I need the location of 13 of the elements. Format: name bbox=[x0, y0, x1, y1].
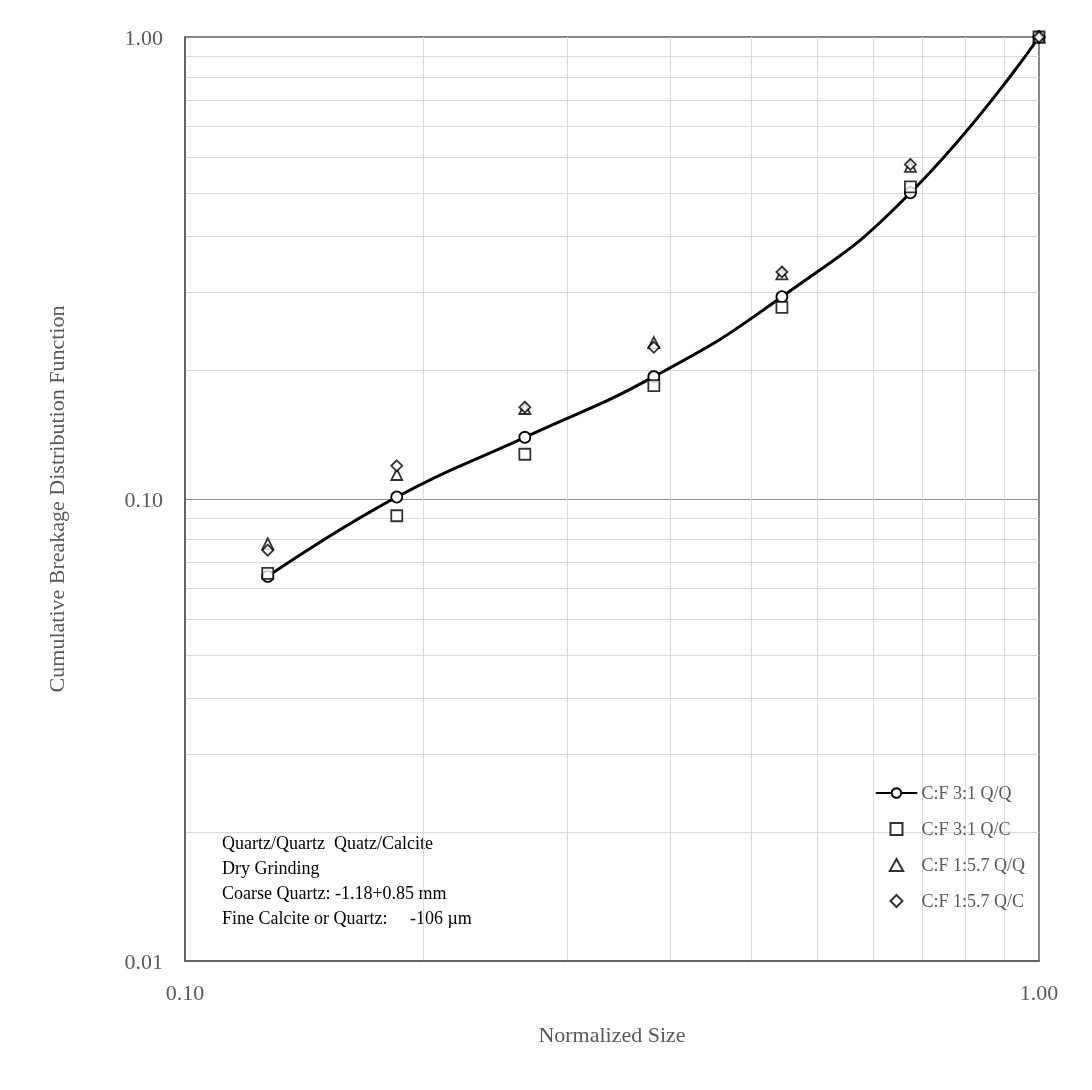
annotation: Dry Grinding bbox=[222, 858, 320, 878]
legend-label: C:F 3:1 Q/Q bbox=[921, 783, 1012, 803]
legend-label: C:F 1:5.7 Q/C bbox=[921, 891, 1025, 911]
annotation: Coarse Quartz: -1.18+0.85 mm bbox=[222, 883, 447, 903]
annotation: Fine Calcite or Quartz: -106 µm bbox=[222, 908, 472, 928]
y-tick-label: 1.00 bbox=[124, 24, 163, 50]
y-tick-label: 0.01 bbox=[124, 948, 163, 974]
y-tick-label: 0.10 bbox=[124, 486, 163, 512]
legend-label: C:F 3:1 Q/C bbox=[921, 819, 1011, 839]
legend-label: C:F 1:5.7 Q/Q bbox=[921, 855, 1026, 875]
annotation: Quartz/Quartz Quatz/Calcite bbox=[222, 833, 433, 853]
x-axis-title: Normalized Size bbox=[538, 1021, 686, 1047]
y-axis-title: Cumulative Breakage Distribution Function bbox=[43, 305, 69, 693]
